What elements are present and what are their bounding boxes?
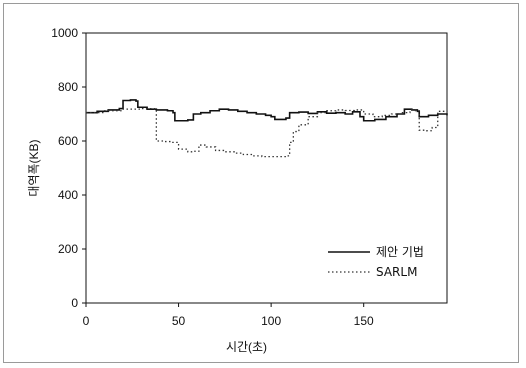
x-axis: 0 50 100 150 <box>83 303 374 328</box>
legend: 제안 기법 SARLM <box>328 245 424 279</box>
plot-area <box>85 32 448 304</box>
y-tick-label: 600 <box>58 134 78 148</box>
y-axis-label: 대역폭(KB) <box>27 139 41 196</box>
y-tick-label: 0 <box>71 296 78 310</box>
y-tick-label: 800 <box>58 80 78 94</box>
x-tick-label: 100 <box>261 314 281 328</box>
y-tick-label: 400 <box>58 188 78 202</box>
x-tick-label: 150 <box>354 314 374 328</box>
y-tick-label: 200 <box>58 242 78 256</box>
legend-label-sarlm: SARLM <box>376 265 417 279</box>
x-tick-label: 0 <box>83 314 90 328</box>
x-tick-label: 50 <box>172 314 186 328</box>
series-layer <box>86 99 448 158</box>
series-line-proposed <box>86 99 448 122</box>
legend-label-proposed: 제안 기법 <box>376 245 424 259</box>
x-axis-label: 시간(초) <box>226 340 267 354</box>
chart-frame <box>3 3 519 363</box>
y-axis: 0 200 400 600 800 1000 <box>51 26 86 310</box>
y-tick-label: 1000 <box>51 26 78 40</box>
